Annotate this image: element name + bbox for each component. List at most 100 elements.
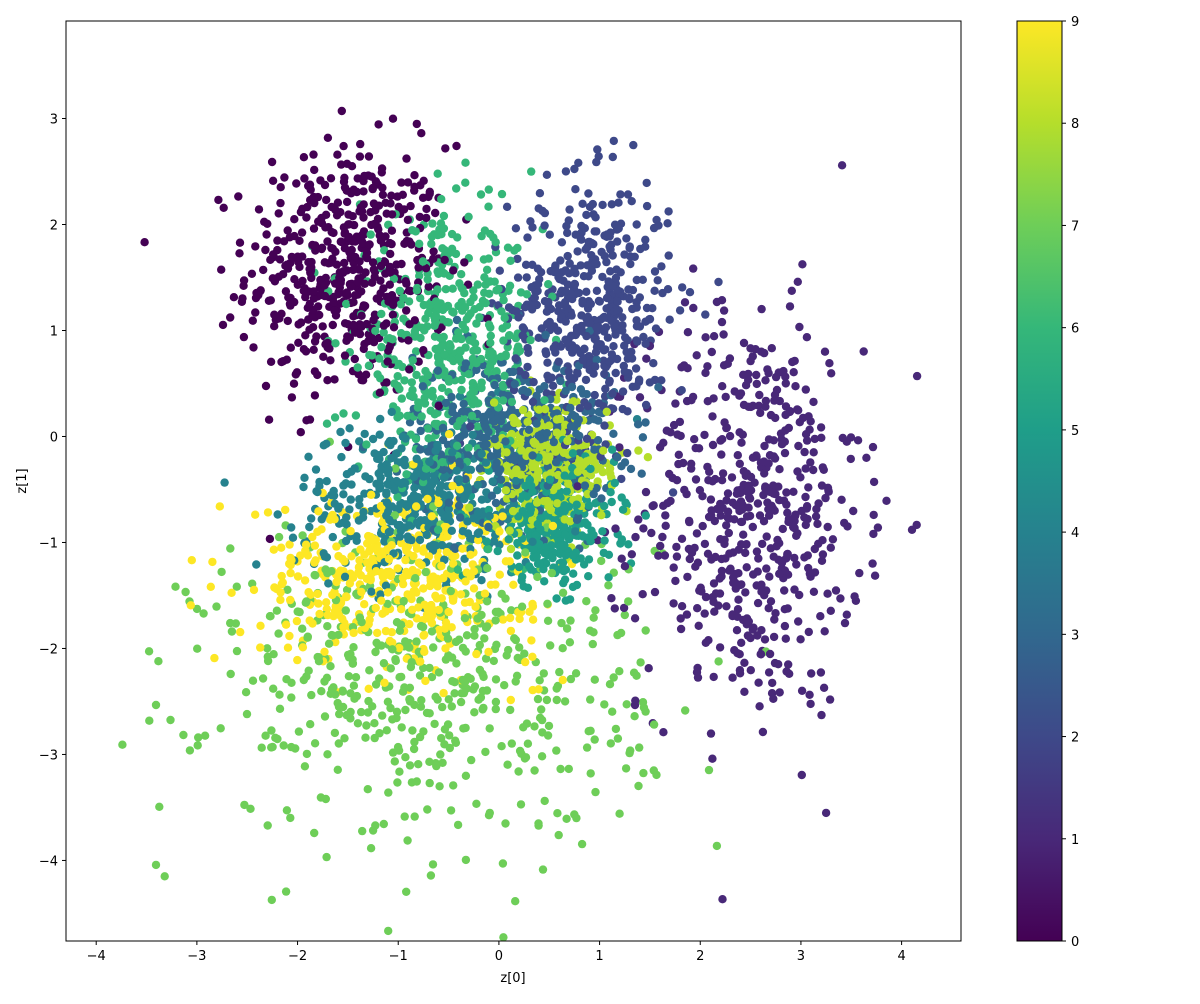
data-point-class-1	[725, 566, 734, 575]
data-point-class-5	[569, 569, 578, 578]
data-point-class-5	[525, 475, 534, 484]
data-point-class-1	[817, 481, 827, 490]
data-point-class-6	[415, 271, 424, 281]
data-point-class-7	[382, 726, 391, 735]
data-point-class-4	[300, 473, 309, 482]
data-point-class-6	[452, 184, 461, 193]
data-point-class-1	[823, 522, 832, 532]
data-point-class-4	[377, 465, 386, 475]
data-point-class-1	[642, 354, 651, 363]
data-point-class-3	[532, 419, 541, 428]
data-point-class-3	[654, 383, 663, 392]
data-point-class-1	[801, 385, 810, 394]
data-point-class-2	[664, 207, 673, 216]
data-point-class-1	[802, 436, 812, 445]
data-point-class-2	[533, 264, 543, 273]
data-point-class-7	[547, 568, 557, 578]
data-point-class-8	[573, 467, 583, 476]
data-point-class-7	[293, 607, 302, 616]
data-point-class-1	[813, 519, 822, 529]
data-point-class-3	[447, 392, 456, 402]
data-point-class-6	[473, 422, 482, 431]
data-point-class-2	[603, 333, 613, 342]
data-point-class-9	[447, 623, 456, 632]
data-point-class-7	[611, 724, 621, 734]
data-point-class-1	[797, 686, 807, 695]
data-point-class-4	[384, 527, 394, 537]
data-point-class-1	[758, 539, 767, 549]
data-point-class-0	[283, 316, 292, 326]
data-point-class-7	[438, 758, 447, 767]
data-point-class-4	[460, 554, 469, 563]
data-point-class-9	[313, 589, 322, 599]
data-point-class-0	[229, 293, 239, 302]
data-point-class-2	[611, 368, 620, 378]
data-point-class-1	[728, 610, 737, 619]
data-point-class-6	[385, 334, 394, 343]
data-point-class-1	[770, 506, 779, 515]
data-point-class-1	[685, 554, 694, 564]
data-point-class-7	[483, 564, 492, 573]
data-point-class-0	[340, 319, 350, 328]
data-point-class-0	[327, 227, 336, 237]
colorbar	[1016, 20, 1063, 942]
data-point-class-6	[464, 370, 473, 379]
data-point-class-7	[443, 720, 453, 729]
data-point-class-5	[561, 551, 570, 560]
data-point-class-0	[219, 203, 228, 212]
data-point-class-7	[266, 612, 275, 621]
data-point-class-7	[511, 897, 520, 906]
data-point-class-9	[308, 532, 317, 542]
data-point-class-7	[151, 700, 161, 710]
data-point-class-7	[432, 761, 441, 771]
data-point-class-0	[287, 393, 297, 402]
data-point-class-3	[492, 451, 502, 460]
data-point-class-2	[542, 307, 552, 316]
data-point-class-1	[735, 487, 744, 497]
data-point-class-0	[380, 257, 390, 267]
data-point-class-2	[561, 317, 570, 326]
data-point-class-4	[324, 579, 333, 588]
data-point-class-6	[457, 375, 466, 385]
data-point-class-0	[403, 178, 413, 187]
data-point-class-6	[444, 374, 453, 384]
data-point-class-6	[479, 255, 489, 264]
data-point-class-6	[437, 342, 446, 351]
data-point-class-4	[493, 486, 502, 495]
data-point-class-7	[401, 753, 410, 762]
data-point-class-2	[623, 448, 632, 458]
data-point-class-7	[231, 619, 240, 628]
data-point-class-2	[578, 355, 587, 365]
data-point-class-7	[391, 464, 400, 473]
data-point-class-1	[797, 770, 806, 780]
data-point-class-1	[752, 451, 761, 460]
data-point-class-7	[333, 698, 342, 708]
data-point-class-5	[610, 478, 619, 488]
data-point-class-9	[466, 550, 475, 559]
data-point-class-1	[701, 333, 710, 342]
data-point-class-7	[342, 585, 352, 595]
data-point-class-2	[622, 234, 631, 243]
data-point-class-1	[754, 678, 763, 687]
data-point-class-7	[558, 588, 568, 597]
data-point-class-0	[289, 379, 299, 388]
data-point-class-2	[609, 136, 618, 146]
data-point-class-6	[430, 419, 440, 429]
data-point-class-8	[506, 544, 516, 554]
data-point-class-2	[582, 210, 591, 220]
data-point-class-0	[342, 288, 351, 297]
data-point-class-1	[690, 435, 699, 444]
data-point-class-5	[579, 560, 589, 569]
data-point-class-1	[666, 496, 675, 506]
data-point-class-0	[385, 342, 394, 352]
data-point-class-6	[423, 370, 433, 380]
data-point-class-7	[274, 629, 283, 638]
data-point-class-3	[638, 433, 648, 442]
data-point-class-7	[364, 696, 373, 706]
data-point-class-2	[504, 303, 514, 312]
data-point-class-2	[650, 286, 659, 295]
data-point-class-7	[586, 726, 595, 735]
data-point-class-9	[419, 584, 428, 593]
data-point-class-2	[557, 238, 567, 247]
data-point-class-1	[869, 477, 879, 487]
